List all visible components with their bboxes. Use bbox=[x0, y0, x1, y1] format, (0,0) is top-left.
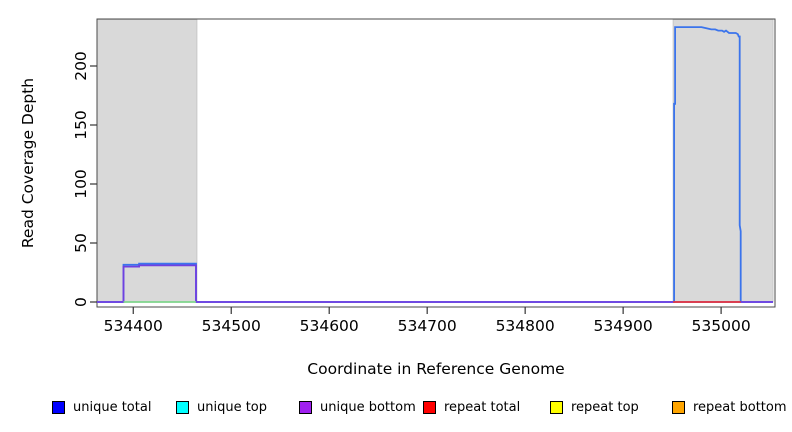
legend-item-repeat-top: repeat top bbox=[550, 400, 639, 415]
legend-label: unique total bbox=[73, 400, 152, 415]
legend-item-unique-total: unique total bbox=[52, 400, 151, 415]
repeat-total-swatch-icon bbox=[423, 401, 436, 414]
plot-box bbox=[96, 18, 776, 308]
y-tick-label: 200 bbox=[72, 51, 90, 81]
legend-label: repeat total bbox=[444, 400, 521, 415]
x-tick-label: 534800 bbox=[496, 317, 555, 335]
y-tick-label: 0 bbox=[72, 297, 90, 307]
repeat-region-right bbox=[672, 19, 774, 303]
legend-item-repeat-total: repeat total bbox=[423, 400, 520, 415]
legend: unique total unique top unique bottom re… bbox=[0, 400, 792, 424]
x-tick-label: 534600 bbox=[300, 317, 359, 335]
legend-label: repeat top bbox=[571, 400, 639, 415]
x-tick-label: 534700 bbox=[398, 317, 457, 335]
repeat-top-swatch-icon bbox=[550, 401, 563, 414]
legend-item-unique-bottom: unique bottom bbox=[299, 400, 416, 415]
legend-item-unique-top: unique top bbox=[176, 400, 267, 415]
coverage-depth-chart: 534400 534500 534600 534700 534800 534900 5350… bbox=[72, 18, 776, 335]
legend-label: repeat bottom bbox=[693, 400, 787, 415]
x-tick-label: 534900 bbox=[594, 317, 653, 335]
x-axis-label: Coordinate in Reference Genome bbox=[307, 360, 565, 378]
series-unique-bottom bbox=[97, 264, 773, 303]
y-tick-label: 50 bbox=[72, 233, 90, 253]
legend-label: unique top bbox=[197, 400, 268, 415]
unique-bottom-swatch-icon bbox=[299, 401, 312, 414]
y-axis-label: Read Coverage Depth bbox=[19, 77, 37, 249]
y-tick-label: 100 bbox=[72, 169, 90, 199]
y-tick-label: 150 bbox=[72, 110, 90, 140]
series-unique-total bbox=[97, 26, 773, 303]
x-tick-label: 534500 bbox=[202, 317, 261, 335]
legend-item-repeat-bottom: repeat bottom bbox=[672, 400, 787, 415]
x-tick-label: 534400 bbox=[104, 317, 163, 335]
x-tick-label: 535000 bbox=[692, 317, 751, 335]
repeat-region-left bbox=[96, 19, 198, 303]
unique-top-swatch-icon bbox=[176, 401, 189, 414]
unique-total-swatch-icon bbox=[52, 401, 65, 414]
repeat-bottom-swatch-icon bbox=[672, 401, 685, 414]
legend-label: unique bottom bbox=[320, 400, 416, 415]
